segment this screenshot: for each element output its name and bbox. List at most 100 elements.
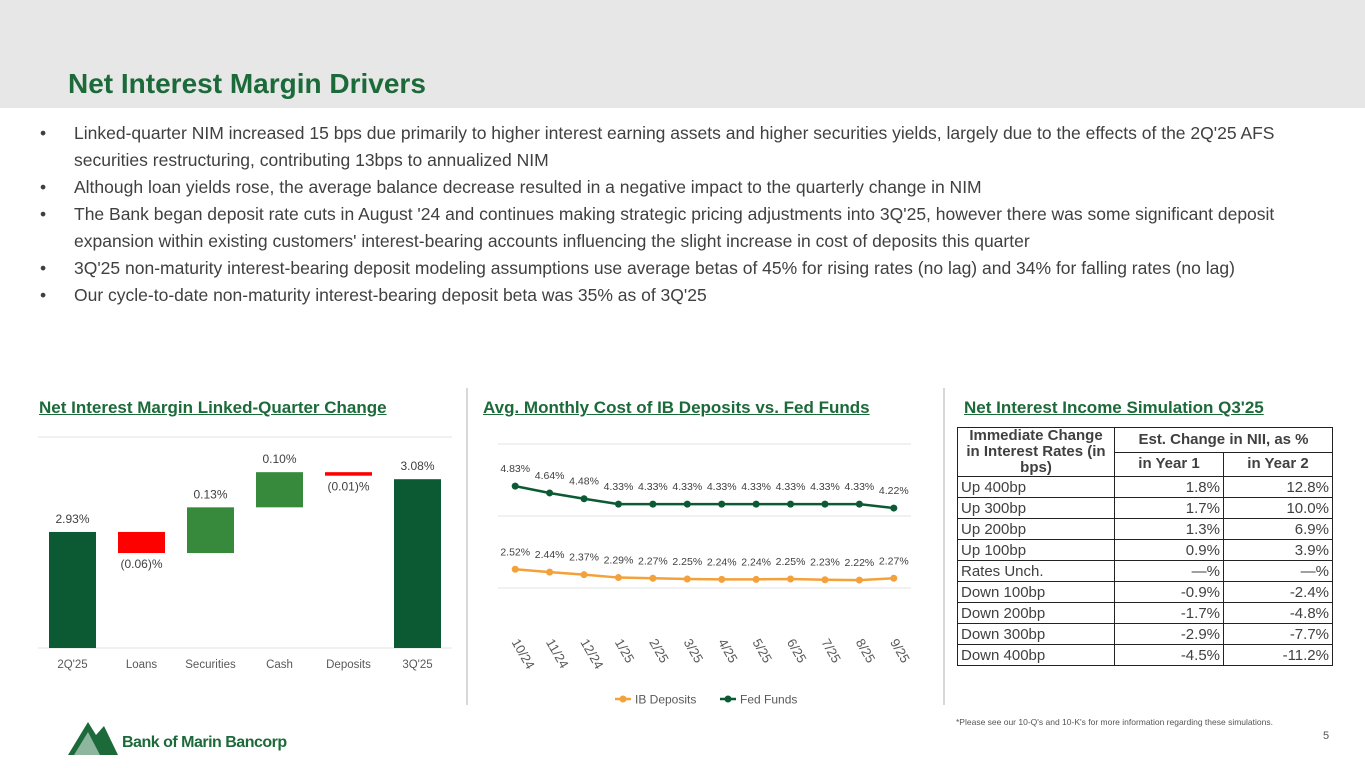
- table-row: Up 100bp 0.9% 3.9%: [957, 539, 1333, 561]
- data-label: 2.27%: [638, 555, 668, 567]
- point: [787, 500, 795, 508]
- bar: [187, 507, 234, 554]
- table-cell: 1.7%: [1114, 497, 1224, 519]
- data-label: 0.10%: [262, 452, 296, 466]
- point: [546, 489, 554, 497]
- bullet: 3Q'25 non-maturity interest-bearing depo…: [40, 255, 1290, 282]
- x-tick-label: 10/24: [509, 636, 538, 672]
- data-label: 4.33%: [776, 481, 806, 493]
- slide-title: Net Interest Margin Drivers: [68, 68, 426, 99]
- x-tick-label: 5/25: [750, 636, 776, 665]
- point: [580, 495, 588, 503]
- logo-mark: [68, 722, 118, 755]
- bar: [325, 472, 372, 476]
- point: [752, 575, 760, 583]
- table-cell: -2.4%: [1223, 581, 1333, 603]
- table-cell: —%: [1223, 560, 1333, 582]
- data-label: 2.52%: [500, 546, 530, 558]
- table-cell: Down 300bp: [957, 623, 1115, 645]
- table-row: Up 400bp 1.8% 12.8%: [957, 476, 1333, 498]
- table-header: Immediate Change in Interest Rates (in b…: [957, 427, 1115, 477]
- bullet: The Bank began deposit rate cuts in Augu…: [40, 201, 1290, 255]
- bullet: Linked-quarter NIM increased 15 bps due …: [40, 120, 1290, 174]
- data-label: (0.06)%: [120, 557, 162, 571]
- bullet: Although loan yields rose, the average b…: [40, 174, 1290, 201]
- table-header: Est. Change in NII, as %: [1114, 427, 1333, 453]
- data-label: 4.33%: [707, 481, 737, 493]
- point: [511, 482, 519, 490]
- data-label: (0.01)%: [327, 480, 369, 494]
- point: [546, 568, 554, 576]
- bar: [394, 479, 441, 648]
- footnote: *Please see our 10-Q's and 10-K's for mo…: [956, 717, 1273, 727]
- table-cell: -4.8%: [1223, 602, 1333, 624]
- table-cell: Up 100bp: [957, 539, 1115, 561]
- point: [580, 571, 588, 579]
- page-number: 5: [1323, 730, 1330, 742]
- table-row: Up 200bp 1.3% 6.9%: [957, 518, 1333, 540]
- x-tick-label: 3/25: [681, 636, 707, 665]
- bar: [118, 531, 165, 554]
- series-line: [515, 568, 894, 582]
- data-label: 2.23%: [810, 557, 840, 569]
- x-tick-label: Loans: [126, 659, 158, 671]
- table-cell: 3.9%: [1223, 539, 1333, 561]
- x-tick-label: Securities: [185, 659, 236, 671]
- data-label: 2.24%: [741, 556, 771, 568]
- data-label: 2.93%: [55, 512, 89, 526]
- table-cell: -11.2%: [1223, 644, 1333, 666]
- bar: [49, 531, 96, 648]
- table-cell: -1.7%: [1114, 602, 1224, 624]
- table-cell: Up 400bp: [957, 476, 1115, 498]
- point: [855, 500, 863, 508]
- data-label: 0.13%: [193, 487, 227, 501]
- x-tick-label: 8/25: [853, 636, 879, 665]
- data-label: 2.25%: [776, 556, 806, 568]
- x-tick-label: 9/25: [887, 636, 913, 665]
- point: [649, 574, 657, 582]
- table-cell: -4.5%: [1114, 644, 1224, 666]
- data-label: 4.64%: [535, 470, 565, 482]
- data-label: 2.27%: [879, 555, 909, 567]
- table-cell: 6.9%: [1223, 518, 1333, 540]
- legend-marker: [619, 695, 627, 703]
- table-header: in Year 1: [1114, 451, 1224, 477]
- nii-table: Immediate Change in Interest Rates (in b…: [957, 427, 1333, 666]
- series-line: [514, 484, 894, 510]
- data-label: 3.08%: [400, 459, 434, 473]
- table-cell: -0.9%: [1114, 581, 1224, 603]
- table-row: Down 100bp -0.9% -2.4%: [957, 581, 1333, 603]
- point: [614, 500, 622, 508]
- x-tick-label: 1/25: [612, 636, 638, 665]
- table-cell: -7.7%: [1223, 623, 1333, 645]
- point: [649, 500, 657, 508]
- x-tick-label: 2/25: [646, 636, 672, 665]
- data-label: 4.83%: [500, 463, 530, 475]
- table-header: in Year 2: [1223, 451, 1333, 477]
- data-label: 2.37%: [569, 552, 599, 564]
- logo-text: Bank of Marin Bancorp: [122, 734, 287, 751]
- data-label: 2.24%: [707, 556, 737, 568]
- x-tick-label: Deposits: [326, 659, 371, 671]
- bullet: Our cycle-to-date non-maturity interest-…: [40, 282, 1290, 309]
- table-cell: Down 200bp: [957, 602, 1115, 624]
- x-tick-label: 6/25: [784, 636, 810, 665]
- point: [683, 500, 691, 508]
- legend-label: IB Deposits: [635, 693, 696, 707]
- point: [855, 576, 863, 584]
- data-label: 2.44%: [535, 549, 565, 561]
- table-cell: 12.8%: [1223, 476, 1333, 498]
- table-row: Up 300bp 1.7% 10.0%: [957, 497, 1333, 519]
- table-row: Rates Unch. —% —%: [957, 560, 1333, 582]
- table-cell: 1.3%: [1114, 518, 1224, 540]
- bullet-list: Linked-quarter NIM increased 15 bps due …: [40, 120, 1290, 309]
- table-cell: Up 300bp: [957, 497, 1115, 519]
- point: [683, 575, 691, 583]
- point: [787, 575, 795, 583]
- table-row: Down 300bp -2.9% -7.7%: [957, 623, 1333, 645]
- data-label: 4.33%: [604, 481, 634, 493]
- table-row: Down 400bp -4.5% -11.2%: [957, 644, 1333, 666]
- data-label: 2.25%: [672, 556, 702, 568]
